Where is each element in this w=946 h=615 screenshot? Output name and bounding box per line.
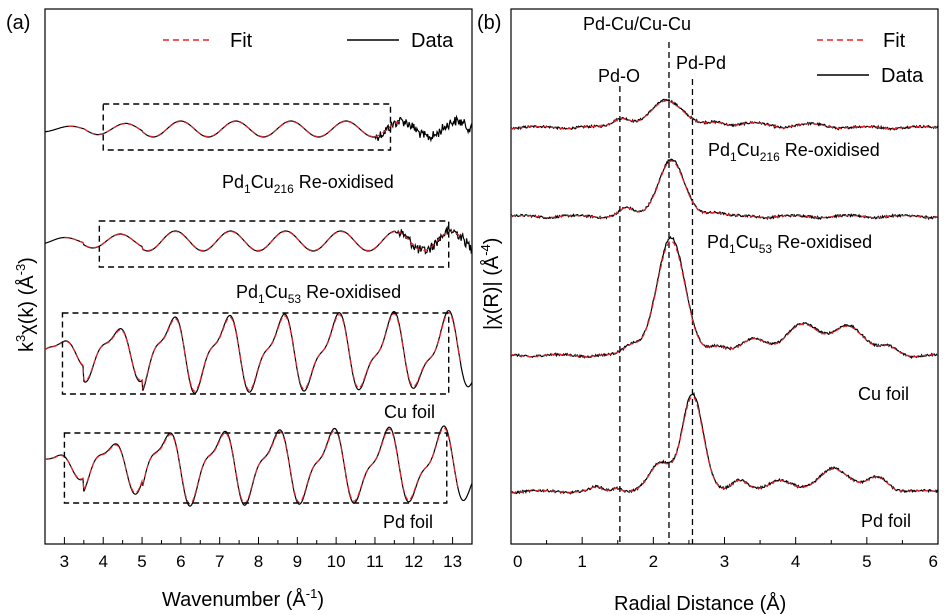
panel-a-frame <box>44 8 473 545</box>
a-x-tick-label-3: 6 <box>176 552 185 571</box>
panel-a: (a) 3 4 5 6 7 8 9 10 11 12 13 Fit Data Pd1Cu216 Re… <box>6 8 473 611</box>
b-series-label-2: Cu foil <box>858 384 909 404</box>
panel-a-label: (a) <box>6 12 30 34</box>
b-data-curve-0 <box>510 98 939 131</box>
a-x-tick-label-9: 12 <box>404 552 423 571</box>
annotation-pd-o: Pd-O <box>598 66 640 86</box>
a-window-box-1 <box>98 220 450 268</box>
a-data-curve-0 <box>44 114 473 143</box>
b-y-axis-label: |χ(R)| (Å-4) <box>478 238 503 330</box>
a-x-tick-label-1: 4 <box>98 552 107 571</box>
a-data-curve-1 <box>44 225 473 255</box>
panel-b-label: (b) <box>477 12 501 34</box>
panel-a-curves <box>44 114 473 507</box>
a-series-label-0: Pd1Cu216 Re-oxidised <box>222 172 394 196</box>
b-x-tick-label-6: 6 <box>929 552 938 571</box>
annotation-pd-cu: Pd-Cu/Cu-Cu <box>583 14 691 34</box>
legend-data-label-b: Data <box>881 65 924 87</box>
b-x-axis-label: Radial Distance (Å) <box>614 592 786 615</box>
panel-b: (b) 0 1 2 3 4 5 6 Pd-Cu/Cu-Cu Pd-O Pd-Pd Fit D… <box>477 8 939 615</box>
a-x-tick-label-6: 9 <box>293 552 302 571</box>
a-series-label-3: Pd foil <box>383 512 433 532</box>
a-data-curve-2 <box>44 309 473 394</box>
b-x-tick-label-5: 5 <box>862 552 871 571</box>
b-fit-curve-1 <box>510 160 939 219</box>
legend-fit-label-b: Fit <box>883 30 906 52</box>
b-x-tick-label-4: 4 <box>791 552 800 571</box>
a-fit-curve-0 <box>68 120 403 138</box>
a-x-tick-label-8: 11 <box>366 552 384 571</box>
panel-b-x-axis: 0 1 2 3 4 5 6 <box>510 537 939 571</box>
b-series-label-3: Pd foil <box>861 511 911 531</box>
b-data-curve-3 <box>510 391 939 495</box>
b-x-tick-label-3: 3 <box>720 552 729 571</box>
b-x-tick-label-1: 1 <box>577 552 586 571</box>
a-window-box-2 <box>61 312 450 395</box>
b-data-curve-2 <box>510 235 939 360</box>
a-x-tick-label-4: 7 <box>215 552 224 571</box>
a-x-tick-label-5: 8 <box>254 552 263 571</box>
a-y-axis-label: k3χ(k) (Å-3) <box>13 257 38 352</box>
a-x-tick-label-7: 10 <box>327 552 346 571</box>
panel-b-reference-lines <box>619 42 694 544</box>
panel-b-curves <box>510 98 939 495</box>
b-series-label-1: Pd1Cu53 Re-oxidised <box>707 232 872 256</box>
b-data-curve-1 <box>510 158 939 221</box>
a-x-tick-label-2: 5 <box>137 552 146 571</box>
b-x-tick-label-2: 2 <box>649 552 658 571</box>
legend-data-label-a: Data <box>411 30 454 52</box>
b-fit-curve-2 <box>511 240 938 358</box>
a-series-label-1: Pd1Cu53 Re-oxidised <box>236 282 401 306</box>
a-window-box-3 <box>63 432 448 504</box>
b-fit-curve-3 <box>510 396 939 494</box>
a-x-tick-label-0: 3 <box>60 552 69 571</box>
a-window-box-0 <box>102 103 392 151</box>
legend-fit-label-a: Fit <box>230 30 253 52</box>
b-series-label-0: Pd1Cu216 Re-oxidised <box>708 140 880 164</box>
panel-a-x-axis: 3 4 5 6 7 8 9 10 11 12 13 <box>44 537 473 571</box>
a-x-axis-label: Wavenumber (Å-1) <box>162 586 324 611</box>
b-x-tick-label-0: 0 <box>513 552 522 571</box>
panel-b-frame <box>510 8 939 545</box>
a-series-label-2: Cu foil <box>384 402 435 422</box>
a-x-tick-label-10: 13 <box>443 552 462 571</box>
panel-a-boxes <box>61 103 450 504</box>
annotation-pd-pd: Pd-Pd <box>676 53 726 73</box>
a-fit-curve-2 <box>44 311 461 392</box>
a-fit-curve-3 <box>44 427 459 505</box>
a-fit-curve-1 <box>64 230 461 252</box>
